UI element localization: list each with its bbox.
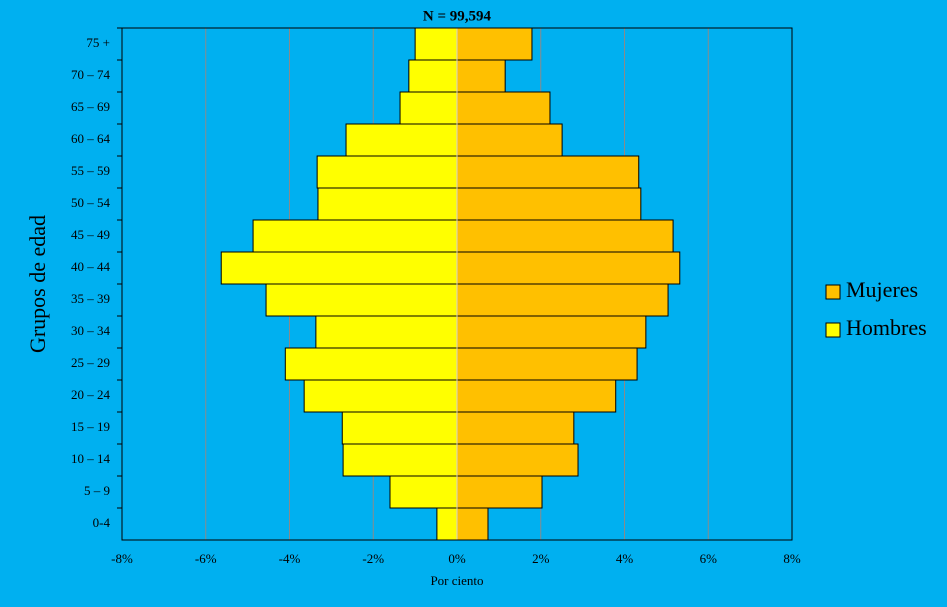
bar [456,27,533,61]
legend-swatch [825,322,841,338]
bar [389,475,458,509]
x-tick-label: 6% [700,551,718,566]
legend-label: Hombres [846,315,927,340]
bar [456,219,674,253]
y-tick-label: 5 – 9 [84,483,110,498]
bar [456,411,575,445]
bar [414,27,458,61]
bar [220,251,458,285]
bar [456,59,506,93]
x-tick-label: -6% [195,551,217,566]
y-tick-label: 40 – 44 [71,259,111,274]
y-tick-label: 20 – 24 [71,387,111,402]
bar [284,347,458,381]
bar [436,507,458,541]
bar [456,251,681,285]
bar [341,411,458,445]
x-tick-label: 2% [532,551,550,566]
bar [303,379,458,413]
bar [345,123,458,157]
bar [456,187,642,221]
y-tick-label: 65 – 69 [71,99,110,114]
bar [316,155,458,189]
y-tick-label: 60 – 64 [71,131,111,146]
x-tick-label: 4% [616,551,634,566]
y-tick-label: 10 – 14 [71,451,111,466]
chart-title: N = 99,594 [423,8,492,24]
bar [252,219,458,253]
legend-label: Mujeres [846,277,918,302]
x-axis-label: Por ciento [430,573,483,588]
bar [456,91,551,125]
x-tick-label: -2% [362,551,384,566]
bar [456,443,579,477]
y-axis-label: Grupos de edad [25,215,50,353]
bar [342,443,458,477]
bar [456,315,647,349]
bar [315,315,458,349]
y-tick-label: 55 – 59 [71,163,110,178]
y-tick-label: 0-4 [93,515,111,530]
bar [456,283,669,317]
x-tick-label: 8% [783,551,801,566]
plot-frame [121,27,793,541]
bar [265,283,458,317]
y-tick-label: 30 – 34 [71,323,111,338]
x-tick-label: -4% [279,551,301,566]
bar [456,379,617,413]
y-tick-label: 50 – 54 [71,195,111,210]
x-tick-label: 0% [448,551,466,566]
y-tick-label: 15 – 19 [71,419,110,434]
bar [456,123,563,157]
y-tick-label: 70 – 74 [71,67,111,82]
bar [317,187,458,221]
legend-swatch [825,284,841,300]
bar [399,91,458,125]
bar [456,347,638,381]
y-tick-label: 35 – 39 [71,291,110,306]
bar [456,155,640,189]
y-tick-label: 75 + [86,35,110,50]
x-tick-label: -8% [111,551,133,566]
y-tick-label: 25 – 29 [71,355,110,370]
bar [456,507,489,541]
bar [408,59,458,93]
bar [456,475,543,509]
y-tick-label: 45 – 49 [71,227,110,242]
